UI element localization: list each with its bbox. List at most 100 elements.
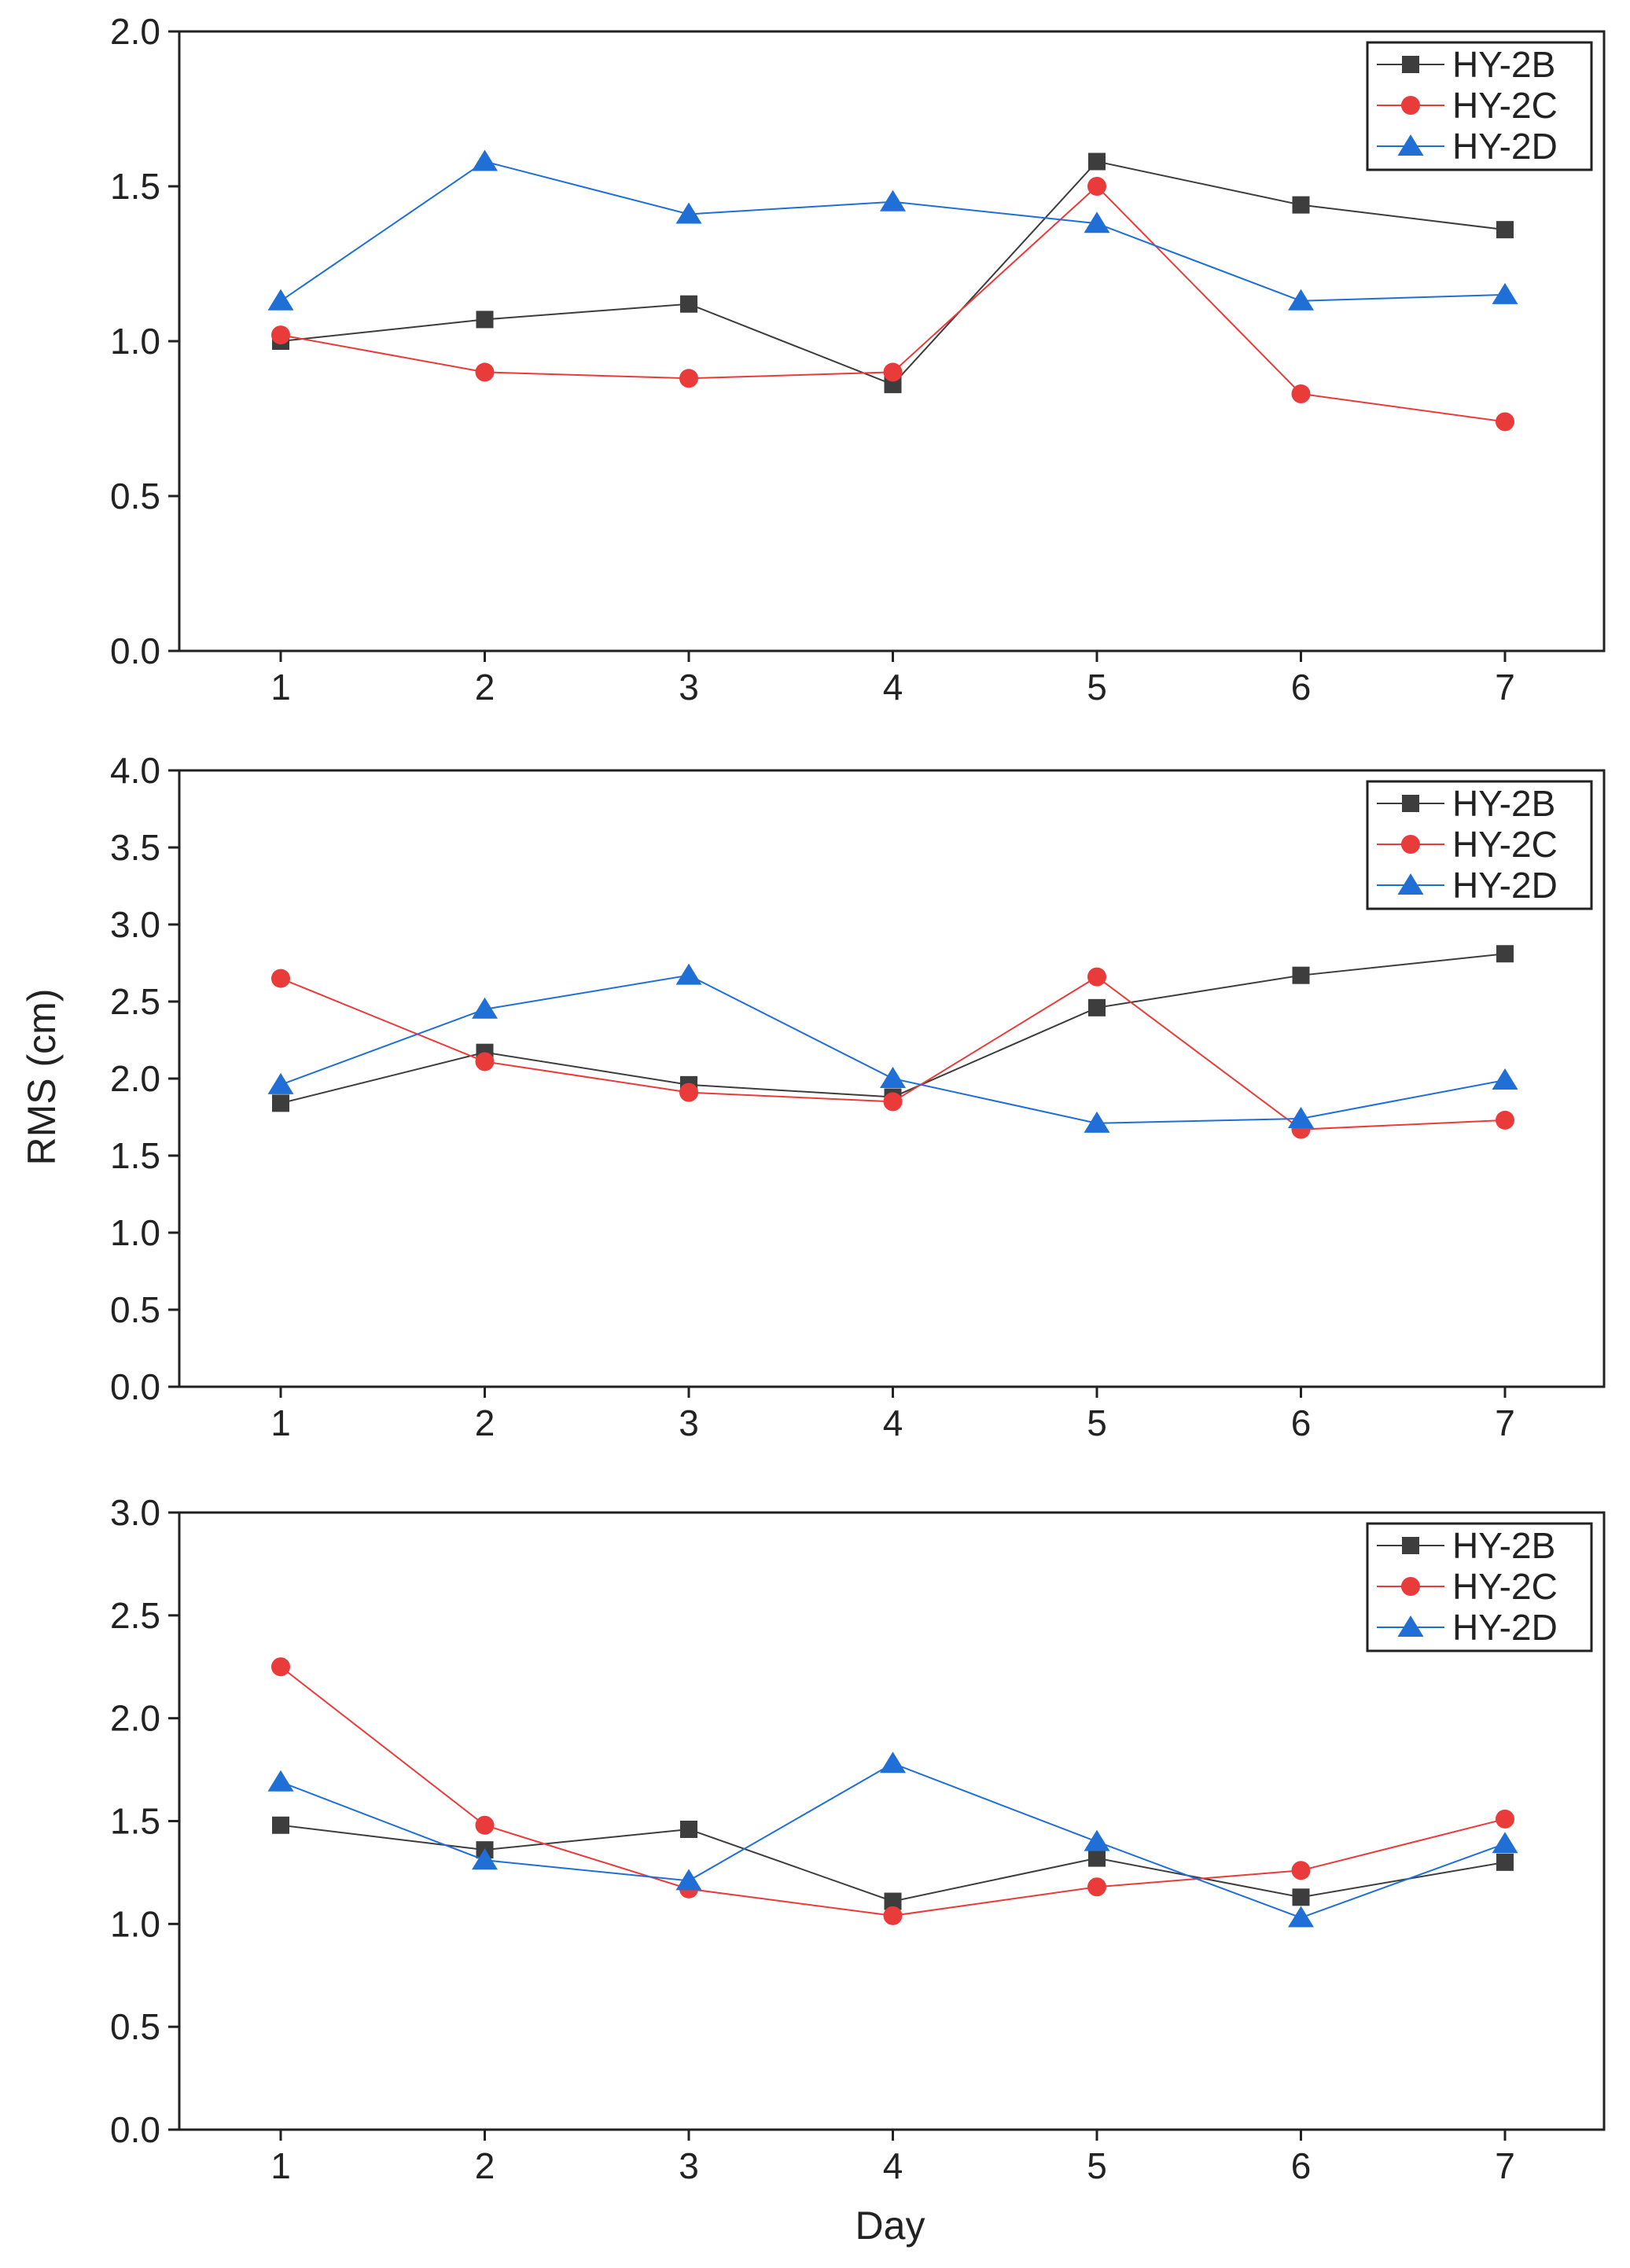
x-tick-label: 4 xyxy=(883,1402,903,1443)
series-hy-2c xyxy=(271,967,1514,1139)
data-point xyxy=(1084,1829,1110,1851)
legend-label: HY-2C xyxy=(1452,824,1558,865)
x-tick-label: 5 xyxy=(1087,1402,1107,1443)
x-tick-label: 7 xyxy=(1495,2145,1515,2186)
x-tick-label: 1 xyxy=(270,667,291,708)
data-point xyxy=(267,1072,294,1094)
legend-label: HY-2D xyxy=(1452,126,1558,167)
data-point xyxy=(472,149,498,171)
legend-marker xyxy=(1397,134,1424,156)
y-tick-label: 1.5 xyxy=(110,166,160,207)
x-tick-label: 5 xyxy=(1087,2145,1107,2186)
data-point xyxy=(272,1816,289,1834)
y-tick-label: 2.0 xyxy=(110,11,160,52)
y-tick-label: 4.0 xyxy=(110,750,160,791)
data-point xyxy=(880,1067,906,1088)
data-point xyxy=(1087,1877,1106,1897)
data-point xyxy=(883,1092,903,1112)
y-axis-title: RMS (cm) xyxy=(20,989,64,1166)
x-tick-label: 7 xyxy=(1495,667,1515,708)
data-point xyxy=(884,1892,902,1910)
data-point xyxy=(472,997,498,1019)
x-tick-label: 1 xyxy=(270,2145,291,2186)
data-point xyxy=(1088,998,1106,1016)
data-point xyxy=(1088,1849,1106,1867)
y-tick-label: 0.5 xyxy=(110,1289,160,1330)
chart-panel-3: 0.0 0.5 1.0 1.5 2.0 2.5 3.0 1 2 3 4 5 6 7 HY-2BHY-2CHY… xyxy=(110,1492,1606,2186)
legend-marker xyxy=(1397,1616,1424,1637)
legend-label: HY-2B xyxy=(1452,783,1555,824)
data-point xyxy=(476,311,494,329)
legend-marker xyxy=(1397,873,1424,895)
y-tick-label: 0.0 xyxy=(110,630,160,671)
y-tick-label: 1.0 xyxy=(110,1903,160,1944)
legend-label: HY-2C xyxy=(1452,85,1558,126)
data-point xyxy=(1087,177,1106,196)
y-tick-label: 3.0 xyxy=(110,904,160,945)
data-point xyxy=(679,1083,698,1102)
data-point xyxy=(880,189,906,211)
data-point xyxy=(1084,211,1110,233)
data-point xyxy=(475,362,495,382)
x-tick-label: 4 xyxy=(883,667,903,708)
data-point xyxy=(475,1052,495,1072)
y-tick-label: 1.0 xyxy=(110,1212,160,1253)
x-tick-label: 2 xyxy=(475,2145,495,2186)
x-tick-label: 6 xyxy=(1291,2145,1312,2186)
y-tick-label: 0.0 xyxy=(110,2109,160,2150)
data-point xyxy=(1087,967,1106,987)
data-point xyxy=(675,963,702,985)
data-point xyxy=(1288,289,1314,311)
data-point xyxy=(883,362,903,382)
data-point xyxy=(267,1770,294,1792)
data-point xyxy=(1292,1888,1310,1906)
data-point xyxy=(267,289,294,311)
series-hy-2d xyxy=(267,1752,1518,1928)
data-point xyxy=(1496,1809,1514,1829)
data-point xyxy=(680,1820,697,1838)
x-tick-label: 1 xyxy=(270,1402,291,1443)
y-tick-label: 0.5 xyxy=(110,476,160,516)
data-point xyxy=(1291,1861,1311,1880)
data-point xyxy=(1291,384,1311,403)
y-tick-label: 2.5 xyxy=(110,981,160,1022)
y-tick-label: 2.5 xyxy=(110,1595,160,1636)
x-tick-label: 2 xyxy=(475,1402,495,1443)
x-tick-label: 6 xyxy=(1291,1402,1312,1443)
data-point xyxy=(472,1848,498,1870)
legend-marker xyxy=(1402,1537,1419,1554)
data-point xyxy=(1496,221,1514,239)
y-tick-label: 2.0 xyxy=(110,1698,160,1739)
legend-marker xyxy=(1401,1577,1420,1596)
data-point xyxy=(1492,1832,1518,1854)
y-tick-label: 1.0 xyxy=(110,321,160,362)
x-tick-label: 3 xyxy=(679,667,699,708)
x-axis-title: Day xyxy=(855,2204,925,2248)
y-tick-label: 0.0 xyxy=(110,1366,160,1407)
data-point xyxy=(271,325,290,345)
x-tick-label: 7 xyxy=(1495,1402,1515,1443)
series-hy-2d xyxy=(267,963,1518,1133)
data-point xyxy=(1288,1906,1314,1928)
data-point xyxy=(1084,1111,1110,1133)
series-hy-2c xyxy=(271,177,1514,432)
data-point xyxy=(675,1869,702,1891)
data-point xyxy=(680,295,697,313)
data-point xyxy=(1288,1106,1314,1128)
data-point xyxy=(1292,966,1310,984)
data-point xyxy=(1496,412,1514,432)
data-point xyxy=(675,202,702,224)
data-point xyxy=(883,1906,903,1925)
data-point xyxy=(475,1815,495,1835)
data-point xyxy=(880,1752,906,1774)
legend-label: HY-2D xyxy=(1452,865,1558,906)
y-tick-label: 1.5 xyxy=(110,1801,160,1842)
x-tick-label: 2 xyxy=(475,667,495,708)
x-tick-label: 3 xyxy=(679,2145,699,2186)
